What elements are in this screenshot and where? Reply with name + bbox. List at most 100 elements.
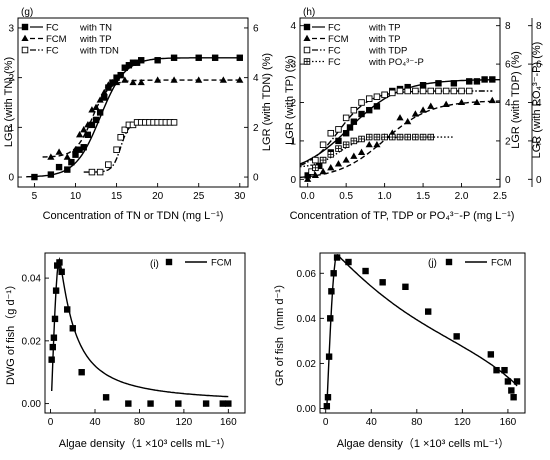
y-tick-label: 1 xyxy=(8,123,14,134)
data-point xyxy=(92,103,100,111)
data-point xyxy=(92,116,100,124)
x-tick-label: 1.0 xyxy=(378,191,392,202)
legend-suffix: with TP xyxy=(368,34,401,45)
data-point xyxy=(342,141,350,148)
data-point xyxy=(56,259,63,266)
data-point xyxy=(76,131,84,138)
y-tick-label: 0.00 xyxy=(22,399,42,410)
series-curve-2 xyxy=(42,79,243,158)
data-point xyxy=(154,76,162,83)
panel-g-y2label: LGR (with TDN) (%) xyxy=(261,53,273,151)
panel-h-legend: FC with TP FCM with TP FC with TDP FC with PO₄³… xyxy=(303,22,424,68)
data-point xyxy=(396,87,404,95)
data-point xyxy=(64,166,71,173)
panel-g-points xyxy=(31,54,244,181)
data-point xyxy=(342,130,350,137)
data-point xyxy=(129,78,137,86)
data-point xyxy=(211,54,219,61)
data-point xyxy=(47,153,55,160)
data-point xyxy=(304,172,311,179)
data-point xyxy=(335,126,342,133)
y-tick-label: 4 xyxy=(290,21,296,32)
data-point xyxy=(80,144,87,151)
panel-g-frame xyxy=(17,17,249,188)
legend-marker xyxy=(165,258,173,266)
y-tick-label: 0.06 xyxy=(297,269,317,280)
panel-g-xlabel: Concentration of TN or TDN (mg L⁻¹) xyxy=(43,210,224,222)
x-tick-label: 0 xyxy=(323,417,329,428)
panel-g: (g) Concentration of TN or TDN (mg L⁻¹) … xyxy=(3,7,273,222)
x-tick-label: 0 xyxy=(48,417,54,428)
panel-h-ticks: 0.0 0.5 1.0 1.5 2.0 2.5 0 1 2 3 4 0 2 4 6 8 0 2 4 6 8 xyxy=(290,18,542,202)
data-point xyxy=(101,94,108,101)
data-point xyxy=(55,148,63,155)
legend-name: FC xyxy=(328,57,341,68)
data-point xyxy=(358,110,365,118)
data-point xyxy=(48,356,55,363)
data-point xyxy=(80,126,88,133)
data-point xyxy=(137,78,145,86)
data-point xyxy=(465,87,473,95)
data-point xyxy=(411,110,419,117)
x-tick-label: 10 xyxy=(70,191,82,202)
data-point xyxy=(117,71,124,79)
data-point xyxy=(345,258,352,266)
y2-tick-label: 0 xyxy=(505,175,511,186)
data-point xyxy=(424,308,432,315)
data-point xyxy=(493,366,500,374)
legend-name: FC xyxy=(328,22,341,33)
data-point xyxy=(381,133,388,141)
data-point xyxy=(105,161,112,168)
data-point xyxy=(175,400,182,407)
panel-i-curves xyxy=(51,256,229,398)
x-tick-label: 120 xyxy=(176,417,193,428)
data-point xyxy=(381,91,388,99)
data-point xyxy=(365,133,373,141)
data-point xyxy=(513,378,521,385)
x-tick-label: 20 xyxy=(152,191,164,202)
data-point xyxy=(404,117,412,125)
legend-name: FC xyxy=(46,22,59,33)
data-point xyxy=(327,315,334,322)
y-tick-label: 0.02 xyxy=(22,336,42,347)
data-point xyxy=(51,315,59,323)
y3-tick-label: 8 xyxy=(536,21,542,32)
data-point xyxy=(365,140,373,148)
data-point xyxy=(366,106,373,114)
data-point xyxy=(170,76,178,83)
data-point xyxy=(225,400,232,407)
data-point xyxy=(488,96,496,104)
data-point xyxy=(219,76,227,83)
data-point xyxy=(473,78,481,85)
data-point xyxy=(31,173,38,181)
x-tick-label: 40 xyxy=(366,417,378,428)
panel-i-tag: (i) xyxy=(150,259,159,270)
data-point xyxy=(350,106,358,114)
data-point xyxy=(50,334,58,341)
panel-h-points xyxy=(304,76,496,182)
data-point xyxy=(489,76,496,83)
data-point xyxy=(346,124,354,131)
data-point xyxy=(473,98,481,106)
data-point xyxy=(396,133,404,141)
panel-j-tag: (j) xyxy=(428,258,437,269)
y-tick-label: 0 xyxy=(290,175,296,186)
data-point xyxy=(404,87,411,95)
legend-marker xyxy=(303,46,311,54)
legend-name: FCM xyxy=(46,34,67,45)
data-point xyxy=(350,118,358,125)
y3-tick-label: 2 xyxy=(536,136,542,147)
legend-name: FCM xyxy=(211,257,232,268)
x-tick-label: 0.0 xyxy=(301,191,315,202)
data-point xyxy=(373,93,381,100)
panel-h-curves xyxy=(300,79,500,179)
y-tick-label: 2 xyxy=(290,98,296,109)
data-point xyxy=(84,121,92,128)
panel-i-points xyxy=(48,259,232,407)
panel-j-frame xyxy=(319,252,526,414)
y2-tick-label: 4 xyxy=(505,98,511,109)
x-tick-label: 80 xyxy=(411,417,423,428)
data-point xyxy=(327,129,335,137)
legend-suffix: with TP xyxy=(368,22,401,33)
data-point xyxy=(362,267,369,275)
